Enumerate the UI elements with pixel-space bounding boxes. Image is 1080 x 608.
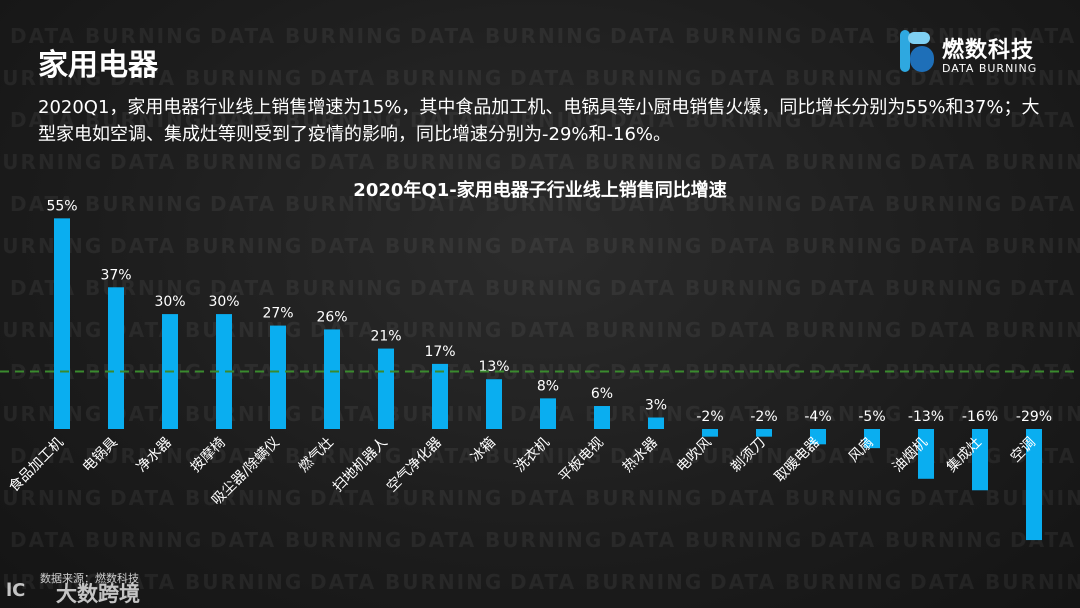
data-label: 17% <box>424 344 455 360</box>
x-tick-label: 剃须刀 <box>728 435 769 476</box>
bar <box>594 406 610 429</box>
bar <box>810 429 826 445</box>
logo-name-en: DATA BURNING <box>942 62 1038 75</box>
bar <box>972 429 988 491</box>
data-label: -13% <box>908 409 944 425</box>
logo-name-cn: 燃数科技 <box>942 38 1035 63</box>
data-label: 37% <box>100 267 131 283</box>
bar <box>378 348 394 429</box>
company-logo: 燃数科技 DATA BURNING <box>898 28 1058 78</box>
data-label: -16% <box>962 409 998 425</box>
bar <box>756 429 772 437</box>
data-label: 8% <box>537 378 559 394</box>
bar <box>702 429 718 437</box>
data-label: -2% <box>696 409 723 425</box>
brand-logo-icon: lC <box>6 580 26 601</box>
x-tick-label: 冰箱 <box>468 435 499 466</box>
x-tick-label: 扫地机器人 <box>330 435 391 496</box>
data-label: 55% <box>46 198 77 214</box>
data-label: 30% <box>154 294 185 310</box>
data-label: 30% <box>208 294 239 310</box>
data-burning-logo-icon <box>900 30 934 72</box>
bar <box>270 325 286 429</box>
bar <box>432 363 448 429</box>
bar <box>108 287 124 429</box>
x-tick-label: 取暖电器 <box>772 435 823 486</box>
data-source: 数据来源：燃数科技 <box>40 572 139 585</box>
data-label: -2% <box>750 409 777 425</box>
data-label: 13% <box>478 359 509 375</box>
data-label: 21% <box>370 329 401 345</box>
x-tick-label: 电锅具 <box>80 435 121 476</box>
bar <box>1026 429 1042 541</box>
bar <box>648 417 664 429</box>
data-label: -29% <box>1016 409 1052 425</box>
bar <box>324 329 340 429</box>
data-label: 26% <box>316 309 347 325</box>
brand-text: 大数跨境 <box>56 582 140 606</box>
data-label: 27% <box>262 306 293 322</box>
bar <box>864 429 880 449</box>
x-tick-label: 热水器 <box>620 435 661 476</box>
data-label: -4% <box>804 409 831 425</box>
x-tick-label: 电吹风 <box>674 435 715 476</box>
bar <box>54 218 70 429</box>
page-title: 家用电器 <box>38 48 158 83</box>
data-label: -5% <box>858 409 885 425</box>
x-tick-label: 平板电视 <box>556 435 607 486</box>
bar <box>540 398 556 429</box>
bar <box>486 379 502 429</box>
x-tick-label: 燃气灶 <box>295 434 337 476</box>
x-tick-label: 空气净化器 <box>384 435 445 496</box>
x-tick-label: 洗衣机 <box>512 435 553 476</box>
data-label: 3% <box>645 398 667 414</box>
x-tick-label: 按摩椅 <box>187 434 229 476</box>
summary-text: 2020Q1，家用电器行业线上销售增速为15%，其中食品加工机、电锅具等小厨电销… <box>38 97 1040 145</box>
x-tick-label: 净水器 <box>134 435 175 476</box>
bar <box>216 314 232 429</box>
x-tick-label: 食品加工机 <box>5 434 67 496</box>
chart-title: 2020年Q1-家用电器子行业线上销售同比增速 <box>353 180 727 201</box>
bar <box>918 429 934 479</box>
data-label: 6% <box>591 386 613 402</box>
